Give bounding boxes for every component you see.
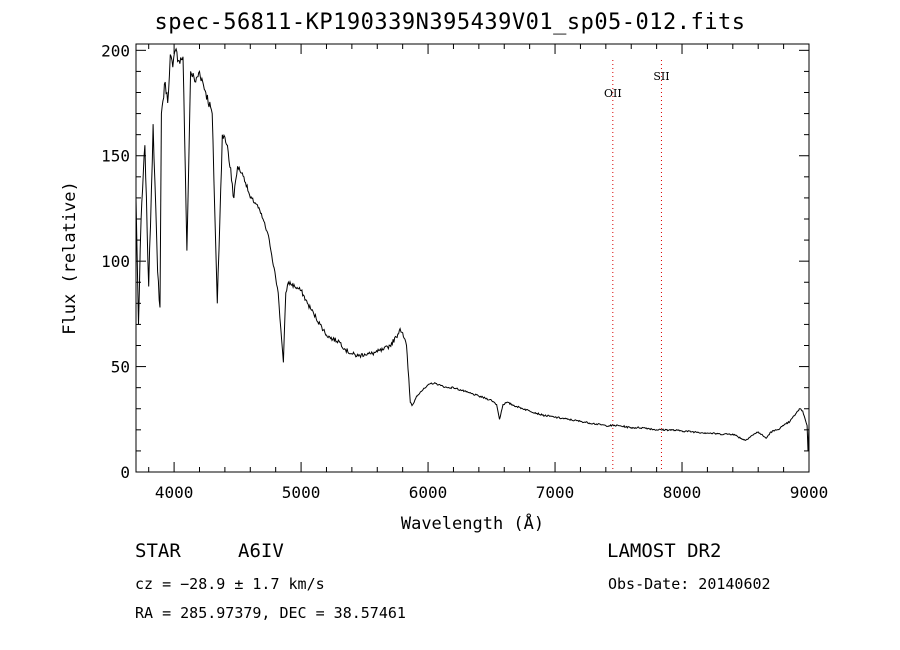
- chart-title: spec-56811-KP190339N395439V01_sp05-012.f…: [154, 10, 746, 35]
- spectral-subclass: A6IV: [238, 540, 284, 562]
- spectrum-line: [135, 47, 810, 451]
- x-tick-label: 9000: [790, 483, 829, 502]
- y-tick-label: 0: [120, 463, 130, 482]
- x-tick-label: 5000: [282, 483, 321, 502]
- object-class: STAR: [135, 540, 181, 562]
- x-tick-label: 7000: [536, 483, 575, 502]
- x-tick-label: 4000: [155, 483, 194, 502]
- redshift-cz: cz = −28.9 ± 1.7 km/s: [135, 575, 325, 593]
- y-tick-label: 150: [101, 147, 130, 166]
- y-tick-label: 200: [101, 41, 130, 60]
- y-tick-label: 50: [111, 358, 130, 377]
- x-tick-label: 8000: [663, 483, 702, 502]
- coordinates: RA = 285.97379, DEC = 38.57461: [135, 604, 406, 622]
- y-axis-label: Flux (relative): [60, 181, 80, 335]
- reference-label-sii: SII: [653, 70, 669, 83]
- survey-label: LAMOST DR2: [607, 540, 722, 562]
- x-tick-label: 6000: [409, 483, 448, 502]
- reference-label-oii: OII: [604, 87, 622, 100]
- plot-frame: [135, 43, 810, 473]
- observation-date: Obs-Date: 20140602: [608, 575, 771, 593]
- x-axis-label: Wavelength (Å): [401, 512, 544, 534]
- y-tick-label: 100: [101, 252, 130, 271]
